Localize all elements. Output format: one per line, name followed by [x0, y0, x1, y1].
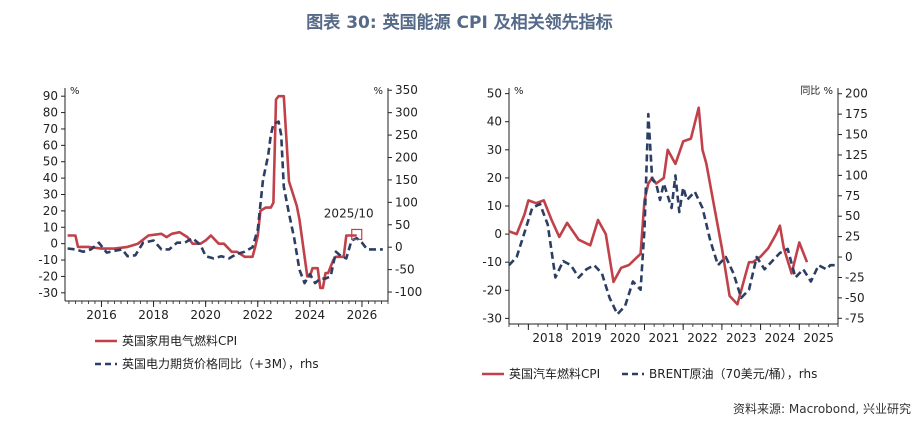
y2-tick-label: 0 [395, 240, 403, 254]
chart-left: % %-30-20-100102030405060708090-100-50050… [38, 83, 422, 371]
y-tick-label: -30 [38, 286, 58, 300]
y2-tick-label: 350 [395, 83, 418, 97]
legend-label: 英国家用电气燃料CPI [122, 333, 237, 348]
y2-tick-label: 250 [395, 128, 418, 142]
x-tick-label: 2026 [347, 308, 378, 322]
y-tick-label: 0 [494, 227, 502, 241]
x-tick-label: 2018 [532, 331, 563, 345]
y2-tick-label: -50 [395, 263, 415, 277]
y2-tick-label: 50 [395, 218, 410, 232]
figure-title: 图表 30: 英国能源 CPI 及相关领先指标 [306, 13, 613, 33]
series-line-0 [67, 94, 357, 290]
left-unit-label: % [70, 86, 80, 97]
y-tick-label: 10 [43, 220, 58, 234]
x-tick-label: 2020 [190, 308, 221, 322]
chart-right: % 同比 % -30 -20 -10 0 10 20 30 40 50 -75 -50 -25 0 25 50 7… [482, 85, 868, 381]
y2-tick-label: 0 [845, 250, 853, 264]
x-tick-label: 2018 [138, 308, 169, 322]
source-note: 资料来源: Macrobond, 兴业研究 [733, 402, 911, 416]
y2-tick-label: 75 [845, 189, 860, 203]
x-tick-label: 2019 [571, 331, 602, 345]
y2-tick-label: -75 [845, 311, 865, 325]
y2-tick-label: 150 [395, 173, 418, 187]
y-tick-label: 70 [43, 122, 58, 136]
series-line-0 [508, 106, 809, 306]
y-tick-label: -20 [482, 283, 502, 297]
y2-tick-label: 200 [845, 87, 868, 101]
y-tick-label: 20 [487, 171, 502, 185]
y-tick-label: 40 [43, 171, 58, 185]
y-tick-label: 50 [43, 155, 58, 169]
y2-tick-label: 200 [395, 151, 418, 165]
x-tick-label: 2016 [86, 308, 117, 322]
y-tick-label: 10 [487, 199, 502, 213]
y-tick-label: 0 [50, 237, 58, 251]
x-tick-label: 2025 [803, 331, 834, 345]
x-tick-label: 2022 [242, 308, 273, 322]
y-tick-label: -10 [482, 255, 502, 269]
y2-tick-label: 25 [845, 230, 860, 244]
y2-tick-label: -50 [845, 291, 865, 305]
legend-label: 英国电力期货价格同比（+3M），rhs [122, 356, 319, 371]
y-tick-label: 30 [43, 188, 58, 202]
y-tick-label: -30 [482, 311, 502, 325]
y-tick-label: 20 [43, 204, 58, 218]
y2-tick-label: 150 [845, 128, 868, 142]
x-tick-label: 2024 [295, 308, 326, 322]
right-unit-label: % [373, 86, 383, 97]
y2-tick-label: 125 [845, 148, 868, 162]
left-unit-label: % [514, 86, 524, 97]
y-tick-label: 50 [487, 87, 502, 101]
y2-tick-label: 175 [845, 107, 868, 121]
y2-tick-label: 100 [395, 195, 418, 209]
y-tick-label: 30 [487, 143, 502, 157]
y-tick-label: -10 [38, 253, 58, 267]
y-tick-label: 60 [43, 138, 58, 152]
right-unit-label: 同比 % [800, 85, 833, 97]
y2-tick-label: 100 [845, 168, 868, 182]
y-tick-label: -20 [38, 269, 58, 283]
series-line-1 [508, 112, 838, 316]
x-tick-label: 2024 [765, 331, 796, 345]
y2-tick-label: -100 [395, 285, 422, 299]
x-tick-label: 2023 [726, 331, 757, 345]
y-tick-label: 90 [43, 89, 58, 103]
x-tick-label: 2021 [649, 331, 680, 345]
legend-label: 英国汽车燃料CPI [509, 366, 600, 381]
annotation-label: 2025/10 [324, 206, 374, 220]
x-tick-label: 2020 [610, 331, 641, 345]
annotation-box [351, 228, 363, 241]
x-tick-label: 2022 [687, 331, 718, 345]
legend-label: BRENT原油（70美元/桶），rhs [649, 366, 817, 381]
y-tick-label: 80 [43, 106, 58, 120]
y2-tick-label: 50 [845, 209, 860, 223]
y2-tick-label: -25 [845, 270, 865, 284]
y2-tick-label: 300 [395, 106, 418, 120]
series-line-1 [67, 120, 383, 285]
y-tick-label: 40 [487, 115, 502, 129]
